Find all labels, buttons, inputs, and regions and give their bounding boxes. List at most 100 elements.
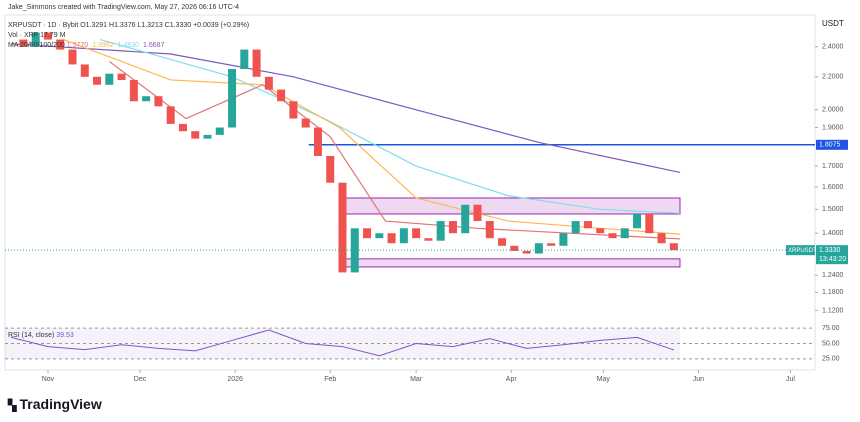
y-tick-label: 1.7000 (822, 163, 844, 170)
candle-body (473, 204, 482, 222)
candle-body (117, 73, 126, 80)
candle-body (289, 101, 298, 119)
candle-body (80, 64, 89, 77)
frame (4, 14, 816, 371)
candle-body (154, 96, 163, 107)
level-label: 1.8075 (819, 142, 841, 149)
y-tick-label: 1.1800 (822, 289, 844, 296)
candle-body (277, 89, 286, 102)
candle-body (326, 155, 335, 183)
candle-body (228, 69, 237, 128)
x-tick-label: 2026 (227, 376, 243, 383)
x-tick-label: Nov (42, 376, 55, 383)
candle-body (522, 250, 531, 254)
ma-line (108, 60, 681, 240)
y-tick-label: 1.1200 (822, 307, 844, 314)
range-zone (345, 258, 681, 268)
ma-legend: MA 20/50/100/200 1.3770 1.3962 1.4830 1.668… (8, 42, 168, 49)
logo: ▚ TradingView (8, 396, 102, 412)
candle-body (313, 127, 322, 156)
candle-body (240, 49, 249, 70)
ma-value: 1.4830 (117, 42, 140, 49)
candle-body (264, 76, 273, 90)
x-tick-label: Feb (324, 376, 336, 383)
ma-value: 1.3770 (66, 42, 89, 49)
candle-body (620, 228, 629, 239)
candle-body (424, 238, 433, 241)
rsi-line (11, 329, 675, 357)
rsi-title: RSI (14, close) (8, 332, 55, 339)
y-tick-label: 1.5000 (822, 206, 844, 213)
candle-body (252, 49, 261, 77)
x-tick-label: Jun (693, 376, 704, 383)
candle-body (142, 96, 151, 102)
symbol-line: XRPUSDT · 1D · Bybit O1.3291 H1.3376 L1.… (8, 22, 250, 29)
rsi-legend: RSI (14, close) 39.53 (8, 332, 74, 339)
candle-body (338, 182, 347, 273)
candle-body (436, 221, 445, 241)
candle-body (203, 134, 212, 139)
candle-body (534, 243, 543, 254)
candle-body (448, 221, 457, 234)
candle-body (657, 233, 666, 244)
volume-line: Vol · XRP 17.79 M (8, 32, 66, 39)
candle-body (215, 127, 224, 135)
rsi-tick-label: 25.00 (822, 356, 840, 363)
level-tag (816, 139, 848, 150)
candle-body (645, 213, 654, 234)
x-tick-label: Dec (134, 376, 147, 383)
candle-body (363, 228, 372, 239)
candle-body (461, 204, 470, 234)
candle-body (105, 73, 114, 85)
ma-title: MA 20/50/100/200 (8, 42, 65, 49)
range-zone (338, 197, 681, 215)
candle-body (498, 238, 507, 246)
candle-body (485, 221, 494, 239)
candle-body (19, 39, 28, 47)
candle-body (633, 213, 642, 229)
y-tick-label: 1.6000 (822, 184, 844, 191)
candle-body (191, 131, 200, 139)
price-tag (816, 245, 848, 265)
y-tick-label: 2.2000 (822, 74, 844, 81)
x-tick-label: Jul (786, 376, 795, 383)
ma-value: 1.6687 (143, 42, 165, 49)
candle-body (571, 221, 580, 234)
candle-body (166, 106, 175, 124)
candle-body (669, 243, 678, 251)
y-tick-label: 2.0000 (822, 107, 844, 114)
candle-body (596, 228, 605, 234)
candle-body (350, 228, 359, 273)
x-tick-label: May (597, 376, 611, 383)
y-tick-label: 1.2400 (822, 272, 844, 279)
logo-text: TradingView (19, 396, 102, 412)
candle-body (608, 233, 617, 239)
x-tick-label: Mar (410, 376, 423, 383)
rsi-value: 39.53 (56, 332, 74, 339)
candle-body (375, 233, 384, 239)
credit: Jake_Simmons created with TradingView.co… (8, 4, 239, 11)
y-tick-label: 1.4000 (822, 230, 844, 237)
price-tag-countdown: 13:43:20 (819, 256, 846, 263)
y-tick-label: 1.9000 (822, 124, 844, 131)
candle-body (412, 228, 421, 239)
candle-body (547, 243, 556, 246)
rsi-tick-label: 75.00 (822, 325, 840, 332)
price-tag-name (786, 245, 815, 256)
ma-values: 1.3770 1.3962 1.4830 1.6687 (67, 42, 169, 49)
candle-body (387, 233, 396, 244)
candle-body (68, 49, 77, 65)
candle-body (510, 245, 519, 251)
candle-body (43, 32, 52, 40)
candle-body (129, 79, 138, 102)
candle-body (31, 32, 40, 47)
candle-body (583, 221, 592, 229)
candle-body (399, 228, 408, 244)
candle-body (178, 123, 187, 132)
currency: USDT (822, 19, 844, 28)
candle-body (559, 233, 568, 246)
ma-value: 1.3962 (92, 42, 114, 49)
price-tag-symbol: XRPUSDT (788, 248, 817, 254)
